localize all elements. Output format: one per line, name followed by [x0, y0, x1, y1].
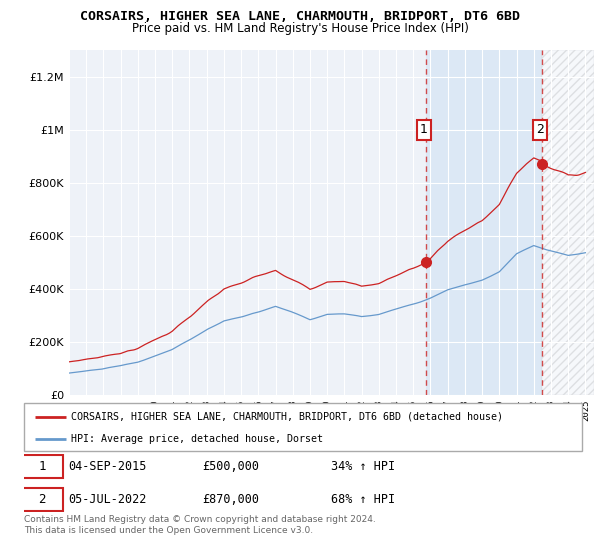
- Text: Contains HM Land Registry data © Crown copyright and database right 2024.
This d: Contains HM Land Registry data © Crown c…: [24, 515, 376, 535]
- Text: 2: 2: [38, 493, 46, 506]
- Text: 04-SEP-2015: 04-SEP-2015: [68, 460, 147, 473]
- Text: £500,000: £500,000: [203, 460, 260, 473]
- Bar: [542, 50, 594, 395]
- Text: 34% ↑ HPI: 34% ↑ HPI: [331, 460, 395, 473]
- Text: 05-JUL-2022: 05-JUL-2022: [68, 493, 147, 506]
- Text: HPI: Average price, detached house, Dorset: HPI: Average price, detached house, Dors…: [71, 434, 323, 444]
- Text: 68% ↑ HPI: 68% ↑ HPI: [331, 493, 395, 506]
- Text: 2: 2: [536, 123, 544, 137]
- FancyBboxPatch shape: [21, 455, 63, 478]
- Text: CORSAIRS, HIGHER SEA LANE, CHARMOUTH, BRIDPORT, DT6 6BD: CORSAIRS, HIGHER SEA LANE, CHARMOUTH, BR…: [80, 10, 520, 23]
- Bar: [426, 50, 542, 395]
- Text: £870,000: £870,000: [203, 493, 260, 506]
- Text: Price paid vs. HM Land Registry's House Price Index (HPI): Price paid vs. HM Land Registry's House …: [131, 22, 469, 35]
- Text: 1: 1: [419, 123, 428, 137]
- Text: 1: 1: [38, 460, 46, 473]
- Text: CORSAIRS, HIGHER SEA LANE, CHARMOUTH, BRIDPORT, DT6 6BD (detached house): CORSAIRS, HIGHER SEA LANE, CHARMOUTH, BR…: [71, 412, 503, 422]
- FancyBboxPatch shape: [21, 488, 63, 511]
- Bar: [542, 50, 594, 395]
- FancyBboxPatch shape: [24, 403, 582, 451]
